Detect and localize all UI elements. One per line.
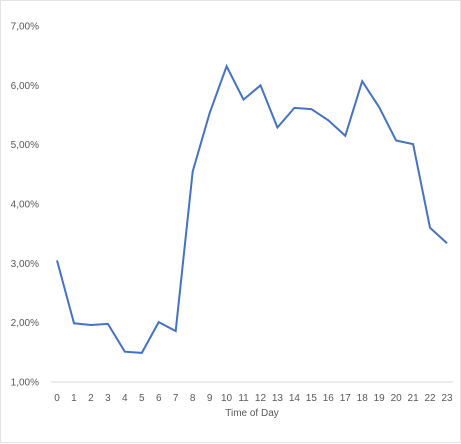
series-layer: [57, 66, 447, 353]
x-tick-label: 17: [340, 393, 352, 404]
x-tick-label: 1: [71, 393, 77, 404]
y-tick-label: 7,00%: [11, 22, 39, 33]
y-tick-label: 1,00%: [11, 378, 39, 389]
x-tick-label: 18: [357, 393, 369, 404]
x-tick-label: 13: [272, 393, 284, 404]
x-tick-label: 3: [105, 393, 111, 404]
x-tick-label: 0: [54, 393, 60, 404]
y-axis: 1,00% 2,00% 3,00% 4,00% 5,00% 6,00% 7,00%: [11, 22, 39, 389]
x-tick-label: 12: [255, 393, 267, 404]
x-tick-label: 22: [424, 393, 436, 404]
x-tick-label: 10: [221, 393, 233, 404]
x-tick-label: 6: [156, 393, 162, 404]
y-tick-label: 2,00%: [11, 318, 39, 329]
x-tick-label: 8: [190, 393, 196, 404]
x-tick-label: 16: [323, 393, 335, 404]
x-tick-label: 19: [374, 393, 386, 404]
y-tick-label: 3,00%: [11, 259, 39, 270]
x-tick-label: 4: [122, 393, 128, 404]
x-tick-label: 2: [88, 393, 94, 404]
x-tick-label: 9: [207, 393, 213, 404]
x-tick-label: 15: [306, 393, 318, 404]
x-tick-label: 5: [139, 393, 145, 404]
y-tick-label: 6,00%: [11, 81, 39, 92]
series-line: [57, 66, 447, 353]
x-tick-label: 14: [289, 393, 301, 404]
x-tick-label: 21: [408, 393, 420, 404]
x-tick-label: 7: [173, 393, 179, 404]
y-tick-label: 4,00%: [11, 200, 39, 211]
y-tick-label: 5,00%: [11, 140, 39, 151]
x-tick-label: 11: [238, 393, 249, 404]
x-tick-label: 23: [441, 393, 453, 404]
x-tick-label: 20: [391, 393, 403, 404]
x-axis-title: Time of Day: [225, 408, 279, 419]
